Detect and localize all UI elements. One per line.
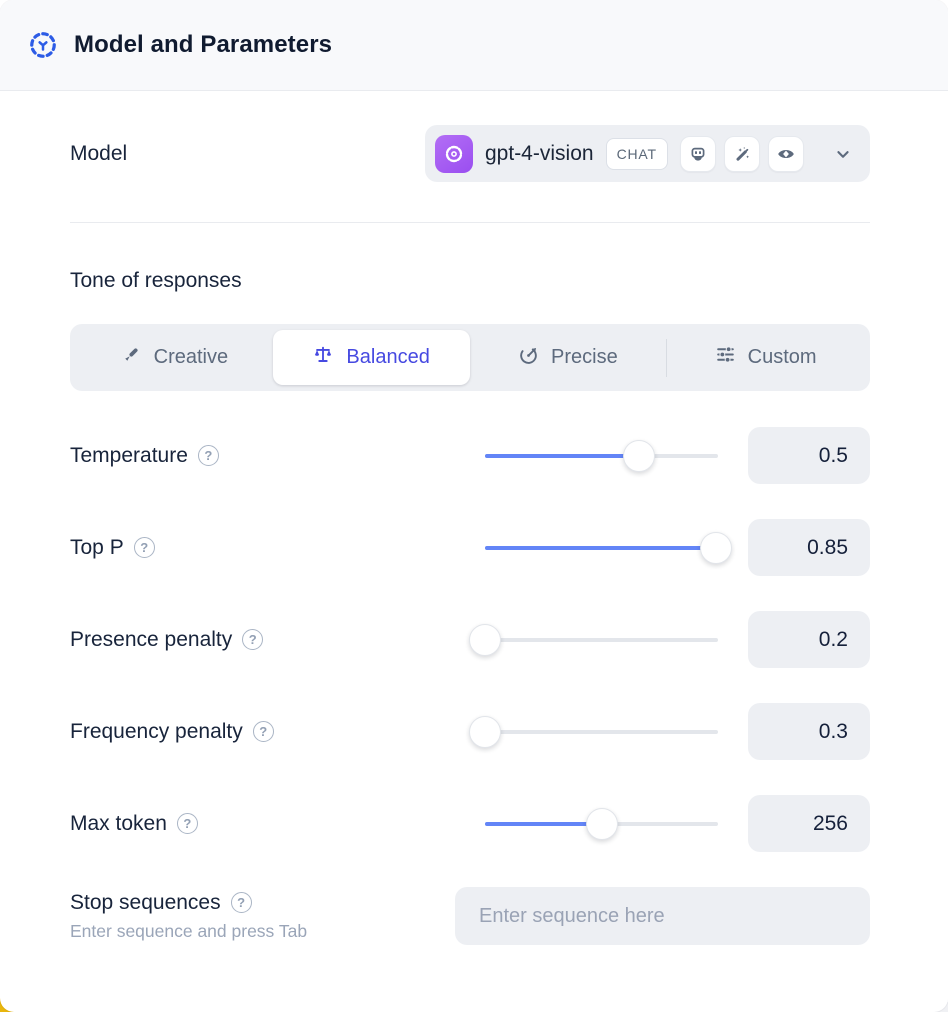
tone-option-creative[interactable]: Creative <box>76 330 273 385</box>
slider-track[interactable] <box>485 729 718 734</box>
help-icon[interactable]: ? <box>176 813 198 834</box>
tone-option-custom[interactable]: Custom <box>667 330 864 385</box>
stop-sequences-label: Stop sequences <box>70 890 221 914</box>
model-name: gpt-4-vision <box>485 141 594 165</box>
parameter-value[interactable]: 0.85 <box>748 519 870 576</box>
parameter-slider[interactable] <box>485 807 718 840</box>
slider-fill <box>485 821 602 826</box>
parameter-row: Presence penalty ? 0.2 <box>70 611 870 668</box>
chevron-down-icon[interactable] <box>832 143 854 165</box>
slider-track[interactable] <box>485 637 718 642</box>
slider-knob[interactable] <box>622 439 655 472</box>
slider-knob[interactable] <box>469 715 501 748</box>
parameter-label: Presence penalty <box>70 627 233 651</box>
slider-knob[interactable] <box>585 807 618 840</box>
stop-sequence-input[interactable] <box>455 887 870 945</box>
model-row: Model gpt-4-vision CHAT <box>70 125 870 182</box>
tone-segmented-control: Creative Balanced <box>70 324 870 391</box>
parameter-slider[interactable] <box>485 531 732 564</box>
robot-icon <box>679 135 716 172</box>
section-divider <box>70 222 870 223</box>
parameter-value[interactable]: 0.5 <box>748 427 870 484</box>
tone-heading: Tone of responses <box>70 269 242 292</box>
parameters-list: Temperature ? 0.5 Top P ? <box>70 427 870 852</box>
help-icon[interactable]: ? <box>133 537 155 558</box>
parameter-label: Max token <box>70 811 167 835</box>
balance-scale-icon <box>312 344 334 372</box>
tone-option-label: Custom <box>747 346 817 368</box>
help-icon[interactable]: ? <box>197 445 219 466</box>
target-dart-icon <box>518 344 539 371</box>
slider-knob[interactable] <box>469 623 501 656</box>
parameter-value[interactable]: 0.2 <box>748 611 870 668</box>
parameter-row: Top P ? 0.85 <box>70 519 870 576</box>
parameter-value[interactable]: 0.3 <box>748 703 870 760</box>
paintbrush-icon <box>121 344 142 371</box>
model-select-dropdown[interactable]: gpt-4-vision CHAT <box>425 125 870 182</box>
help-icon[interactable]: ? <box>252 721 274 742</box>
stop-sequences-row: Stop sequences ? Enter sequence and pres… <box>70 887 870 945</box>
stop-sequences-hint: Enter sequence and press Tab <box>70 920 308 941</box>
parameter-row: Max token ? 256 <box>70 795 870 852</box>
vision-eye-icon <box>767 135 804 172</box>
magic-wand-icon <box>723 135 760 172</box>
tone-option-precise[interactable]: Precise <box>470 330 667 385</box>
sliders-icon <box>715 344 736 371</box>
model-brain-icon <box>28 30 58 60</box>
chat-badge: CHAT <box>605 137 668 170</box>
slider-fill <box>485 453 639 458</box>
parameter-row: Temperature ? 0.5 <box>70 427 870 484</box>
openai-logo-icon <box>435 134 473 173</box>
parameter-slider[interactable] <box>469 715 718 748</box>
tone-option-label: Precise <box>551 346 618 368</box>
panel-title: Model and Parameters <box>74 31 333 58</box>
slider-fill <box>485 545 716 550</box>
tone-option-balanced[interactable]: Balanced <box>272 330 470 385</box>
model-label: Model <box>70 141 128 165</box>
help-icon[interactable]: ? <box>242 629 264 650</box>
parameter-label: Frequency penalty <box>70 719 243 743</box>
tone-option-label: Balanced <box>346 346 430 368</box>
panel-header: Model and Parameters <box>0 0 948 91</box>
parameter-label: Temperature <box>70 443 188 467</box>
parameter-label: Top P <box>70 535 124 559</box>
segment-divider <box>666 338 668 377</box>
parameter-value[interactable]: 256 <box>748 795 870 852</box>
parameter-slider[interactable] <box>485 439 718 472</box>
parameter-slider[interactable] <box>469 623 718 656</box>
slider-knob[interactable] <box>699 531 732 564</box>
parameter-row: Frequency penalty ? 0.3 <box>70 703 870 760</box>
help-icon[interactable]: ? <box>230 892 252 913</box>
tone-option-label: Creative <box>153 346 229 368</box>
